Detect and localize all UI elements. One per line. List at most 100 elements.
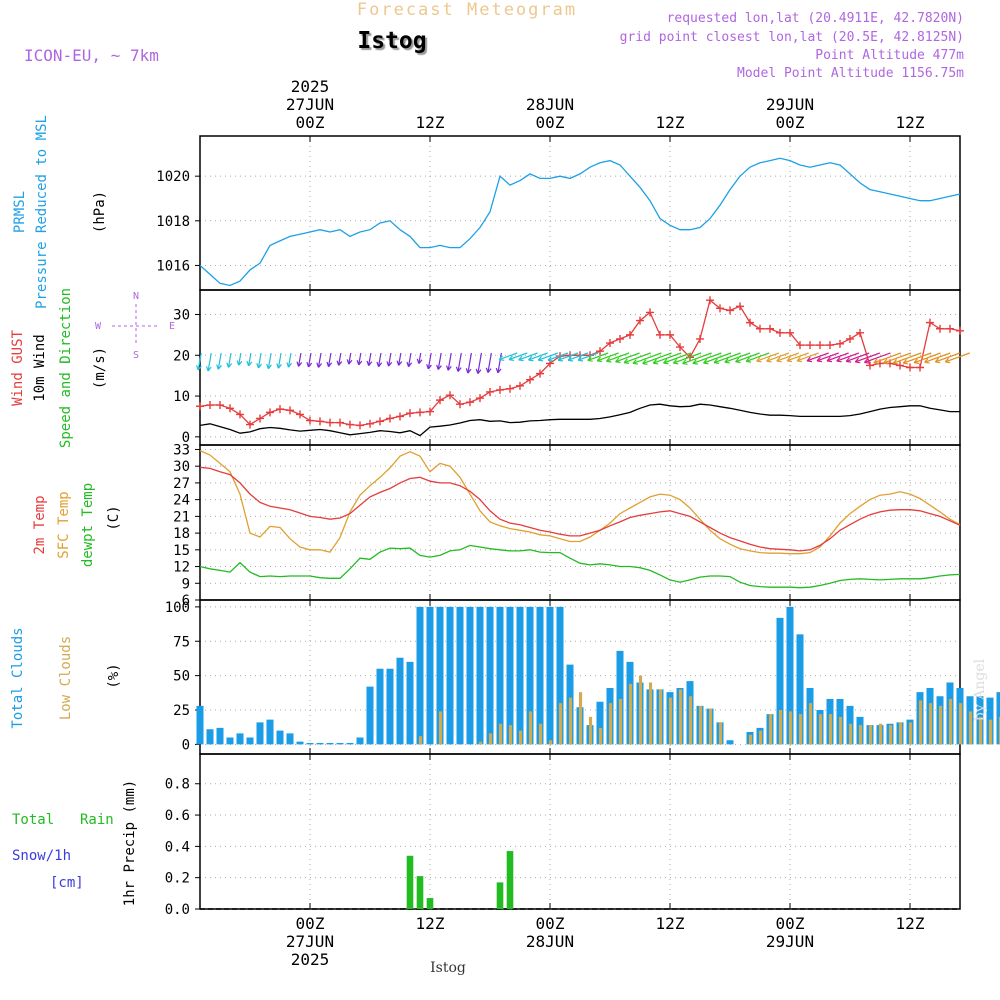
wind-arrow bbox=[467, 352, 473, 374]
bottom-axis-label: 12Z bbox=[896, 914, 925, 933]
gust-label: Wind GUST bbox=[10, 330, 26, 406]
wind-arrow-head bbox=[326, 361, 333, 368]
gust-marker bbox=[336, 418, 344, 427]
total-cloud-bar bbox=[546, 606, 554, 745]
gust-marker bbox=[266, 408, 274, 417]
wind-arrow-head bbox=[436, 364, 442, 370]
wind-arrow-head bbox=[735, 357, 741, 364]
low-cloud-bar bbox=[948, 699, 953, 745]
low-cloud-bar bbox=[878, 723, 883, 745]
wind-arrow bbox=[358, 352, 362, 366]
panel-frame bbox=[199, 289, 961, 446]
total-cloud-bar bbox=[726, 740, 734, 745]
wind-arrow bbox=[682, 352, 712, 365]
gust-marker bbox=[406, 409, 414, 418]
wind-arrow bbox=[257, 352, 262, 369]
wind-arrow bbox=[642, 352, 672, 365]
total-cloud-bar bbox=[796, 634, 804, 745]
wind-arrow-head bbox=[652, 359, 659, 365]
bottom-axis-label: 2025 bbox=[291, 950, 330, 969]
gust-marker bbox=[316, 417, 324, 426]
wind-arrow bbox=[836, 352, 860, 362]
wind-arrow bbox=[883, 352, 912, 364]
wind-arrow bbox=[745, 352, 770, 362]
panel-frame bbox=[199, 753, 961, 910]
y-tick-label: 0 bbox=[182, 430, 190, 446]
wind-arrow-head bbox=[276, 363, 282, 369]
low-cloud-bar bbox=[558, 703, 563, 745]
wind-arrow bbox=[407, 352, 412, 367]
wind-arrow bbox=[427, 352, 432, 370]
wind-arrow-head bbox=[892, 359, 899, 365]
y-tick-label: 10 bbox=[173, 389, 190, 405]
wind-arrow-head bbox=[485, 367, 492, 373]
low-cloud-bar bbox=[888, 725, 893, 745]
total-cloud-bar bbox=[306, 743, 314, 745]
wind-arrow bbox=[864, 352, 891, 364]
wind-arrow bbox=[756, 352, 780, 362]
y-tick-label: 30 bbox=[173, 307, 190, 323]
low-cloud-bar bbox=[768, 714, 773, 745]
wind-arrow-head bbox=[663, 358, 669, 365]
gust-marker bbox=[366, 419, 374, 428]
low-cloud-bar bbox=[498, 723, 503, 745]
gust-marker bbox=[766, 324, 774, 333]
low-cloud-bar bbox=[778, 710, 783, 745]
model-name: ICON-EU, ~ 7km bbox=[24, 46, 159, 65]
wind-arrow bbox=[913, 352, 941, 364]
precip-panel: 0.0 0.2 0.4 0.6 0.8 bbox=[165, 753, 961, 918]
top-axis-label: 29JUN bbox=[766, 95, 814, 114]
wind-arrow-head bbox=[845, 357, 852, 363]
wind-speed-line bbox=[199, 403, 960, 437]
low-cloud-bar bbox=[698, 705, 703, 745]
wind-arrow bbox=[277, 352, 282, 369]
temp-2m-line bbox=[199, 466, 961, 552]
y-tick-label: 27 bbox=[173, 476, 190, 492]
wind-arrow bbox=[518, 352, 538, 361]
wind-arrow-head bbox=[236, 360, 243, 366]
wind-arrow bbox=[377, 352, 382, 367]
bottom-axis-label: 00Z bbox=[296, 914, 325, 933]
gust-marker bbox=[516, 381, 524, 390]
gust-marker bbox=[756, 324, 764, 333]
compass-s: S bbox=[133, 350, 139, 361]
rain-bar bbox=[416, 876, 424, 909]
compass-rose: N W E S bbox=[95, 291, 175, 361]
wind-arrow bbox=[547, 352, 569, 361]
wind-arrow-head bbox=[615, 357, 621, 364]
wind-arrow-head bbox=[256, 363, 263, 369]
wind-arrow-head bbox=[703, 358, 709, 365]
wind-arrow-head bbox=[557, 356, 564, 362]
low-cloud-bar bbox=[598, 727, 603, 745]
wind-arrow bbox=[437, 352, 442, 370]
wind-labels: Wind GUST 10m Wind Speed and Direction (… bbox=[10, 288, 175, 448]
wind-arrow bbox=[796, 352, 819, 362]
low-cloud-bar bbox=[568, 697, 573, 745]
wind-arrow-head bbox=[336, 360, 343, 366]
wind-arrow-head bbox=[518, 355, 524, 362]
low-cloud-bar bbox=[488, 733, 493, 745]
wind-arrow bbox=[227, 352, 232, 368]
wind-arrow-head bbox=[577, 356, 584, 362]
wind-arrow-head bbox=[776, 356, 782, 363]
wind-panel: 0 10 20 30 bbox=[173, 289, 971, 446]
total-cloud-bar bbox=[526, 606, 534, 745]
total-cloud-bar bbox=[206, 729, 214, 745]
total-cloud-bar bbox=[416, 606, 424, 745]
y-tick-label: 0.8 bbox=[165, 777, 190, 793]
y-tick-label: 12 bbox=[173, 560, 190, 576]
gust-marker bbox=[846, 334, 854, 343]
gust-marker bbox=[606, 339, 614, 348]
wind-arrow-head bbox=[766, 356, 772, 363]
top-axis-label: 27JUN bbox=[286, 95, 334, 114]
gust-marker bbox=[256, 414, 264, 423]
low-cloud-bar bbox=[748, 734, 753, 745]
wind-arrow bbox=[217, 352, 222, 370]
gust-marker bbox=[656, 330, 664, 339]
total-cloud-bar bbox=[616, 650, 624, 745]
wind-arrow bbox=[766, 352, 790, 362]
wind-arrow bbox=[447, 352, 452, 371]
low-cloud-bar bbox=[648, 682, 653, 745]
